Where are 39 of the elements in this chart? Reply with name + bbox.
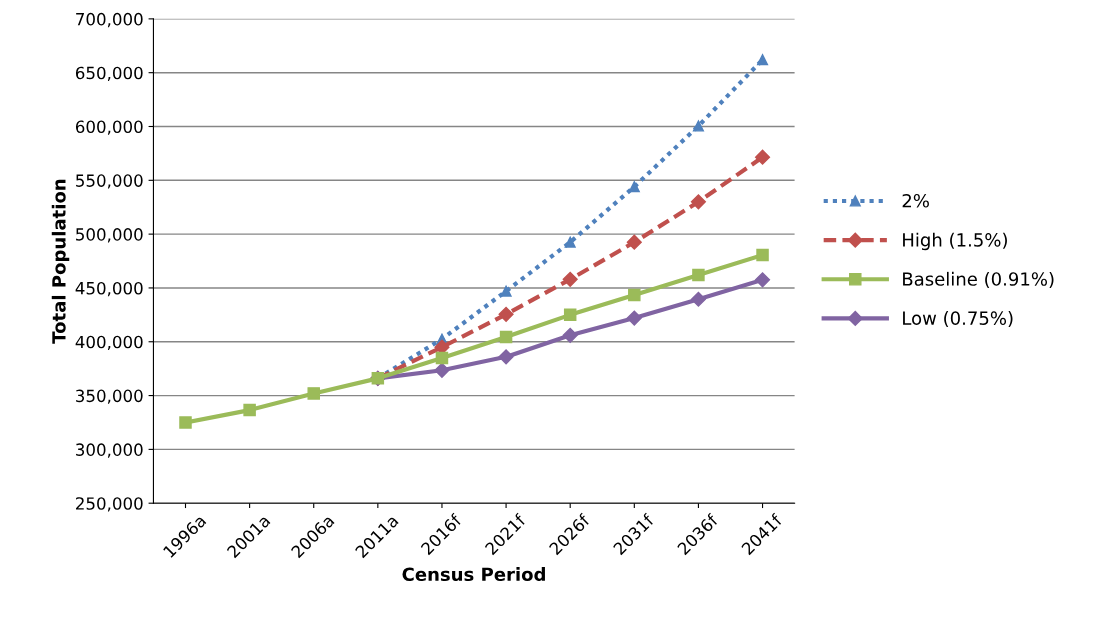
point xyxy=(243,403,256,417)
y-tick-label: 550,000 xyxy=(76,174,143,189)
point xyxy=(562,271,578,287)
point xyxy=(562,327,578,343)
y-tick-label: 500,000 xyxy=(76,228,143,243)
point xyxy=(756,248,769,262)
legend-label: Low (0.75%) xyxy=(903,311,1013,328)
y-tick-label: 650,000 xyxy=(75,66,143,81)
y-tick-label: 700,000 xyxy=(76,12,143,28)
point xyxy=(754,272,771,288)
y-tick-label: 450,000 xyxy=(75,281,143,297)
point xyxy=(626,234,642,250)
point xyxy=(307,387,320,400)
point xyxy=(498,306,514,322)
point xyxy=(690,291,706,307)
point xyxy=(563,308,577,322)
point xyxy=(499,330,513,344)
legend-label: Baseline (0.91%) xyxy=(903,271,1054,288)
point xyxy=(692,268,705,282)
point xyxy=(756,54,769,66)
y-tick-label: 400,000 xyxy=(75,335,143,351)
point xyxy=(628,288,641,302)
point xyxy=(179,416,192,429)
point xyxy=(435,351,449,365)
point xyxy=(626,310,642,326)
point xyxy=(434,362,450,378)
y-tick-label: 250,000 xyxy=(76,497,143,512)
point xyxy=(692,120,704,132)
point xyxy=(498,349,514,365)
legend-label: 2% xyxy=(902,193,929,208)
y-tick-label: 350,000 xyxy=(76,389,143,404)
point xyxy=(564,236,576,248)
y-tick-label: 300,000 xyxy=(76,443,143,458)
legend-label: High (1.5%) xyxy=(903,232,1007,251)
x-axis-title: Census Period xyxy=(402,567,545,582)
y-tick-label: 600,000 xyxy=(75,120,143,135)
y-axis-title: Total Population xyxy=(51,179,70,344)
point xyxy=(690,194,706,210)
point xyxy=(754,149,771,165)
